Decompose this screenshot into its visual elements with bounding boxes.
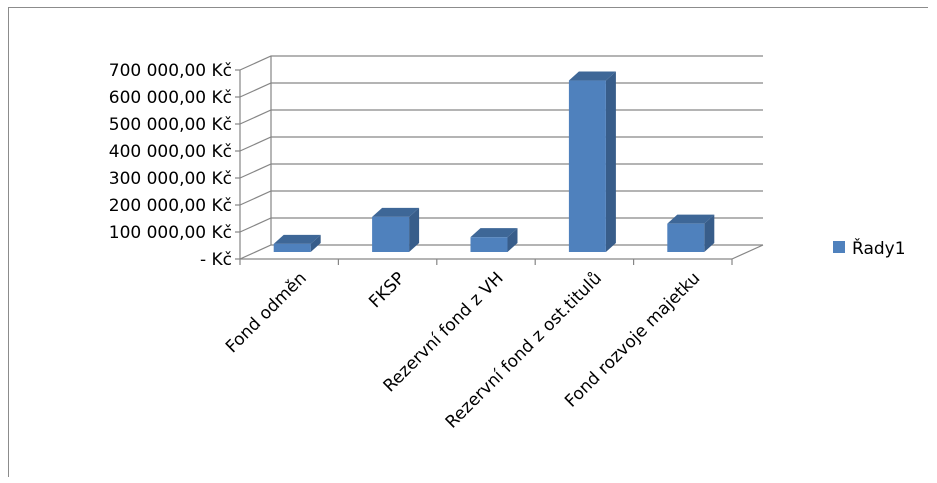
y-tick-label: 400 000,00 Kč [109,142,232,162]
y-tick-label: - Kč [200,250,232,270]
y-tick-labels: - Kč 100 000,00 Kč 200 000,00 Kč 300 000,00… [109,61,232,270]
bar-front [667,223,705,252]
bars [273,71,715,252]
bar-front [568,80,606,252]
gridline [239,136,763,152]
gridline [239,55,763,71]
bar-front [470,237,508,252]
bar-side [704,214,715,252]
legend: Řady1 [833,237,906,259]
bar [568,71,616,252]
bar-side [605,71,616,252]
legend-swatch [833,241,845,253]
bar [372,207,420,252]
bar-top [372,207,420,217]
bar [273,234,321,252]
x-tick-label: Rezervní fond z ost.titulů [442,268,606,432]
bar-top [273,234,321,244]
bar-front [273,243,311,252]
y-tick-label: 200 000,00 Kč [109,196,232,216]
x-tick-label: FKSP [365,268,409,312]
bar-top [470,228,518,238]
gridline [239,190,763,206]
x-tick-label: Fond odměn [222,268,311,357]
bar-top [667,214,715,224]
y-tick-label: 300 000,00 Kč [109,169,232,189]
y-tick-label: 600 000,00 Kč [109,88,232,108]
chart-frame [8,7,928,477]
legend-label: Řady1 [852,237,906,259]
bar-top [568,71,616,81]
y-tick-label: 700 000,00 Kč [109,61,232,81]
bar-side [507,228,518,252]
y-tick-label: 100 000,00 Kč [109,223,232,243]
gridline [239,163,763,179]
bar-front [372,216,410,252]
bar-side [409,207,420,252]
y-tick-label: 500 000,00 Kč [109,115,232,135]
axes [239,56,764,265]
floor-edge [731,244,764,260]
bar [667,214,715,252]
bar-side [310,234,321,252]
gridline [239,82,763,98]
gridline [239,109,763,125]
bar [470,228,518,252]
